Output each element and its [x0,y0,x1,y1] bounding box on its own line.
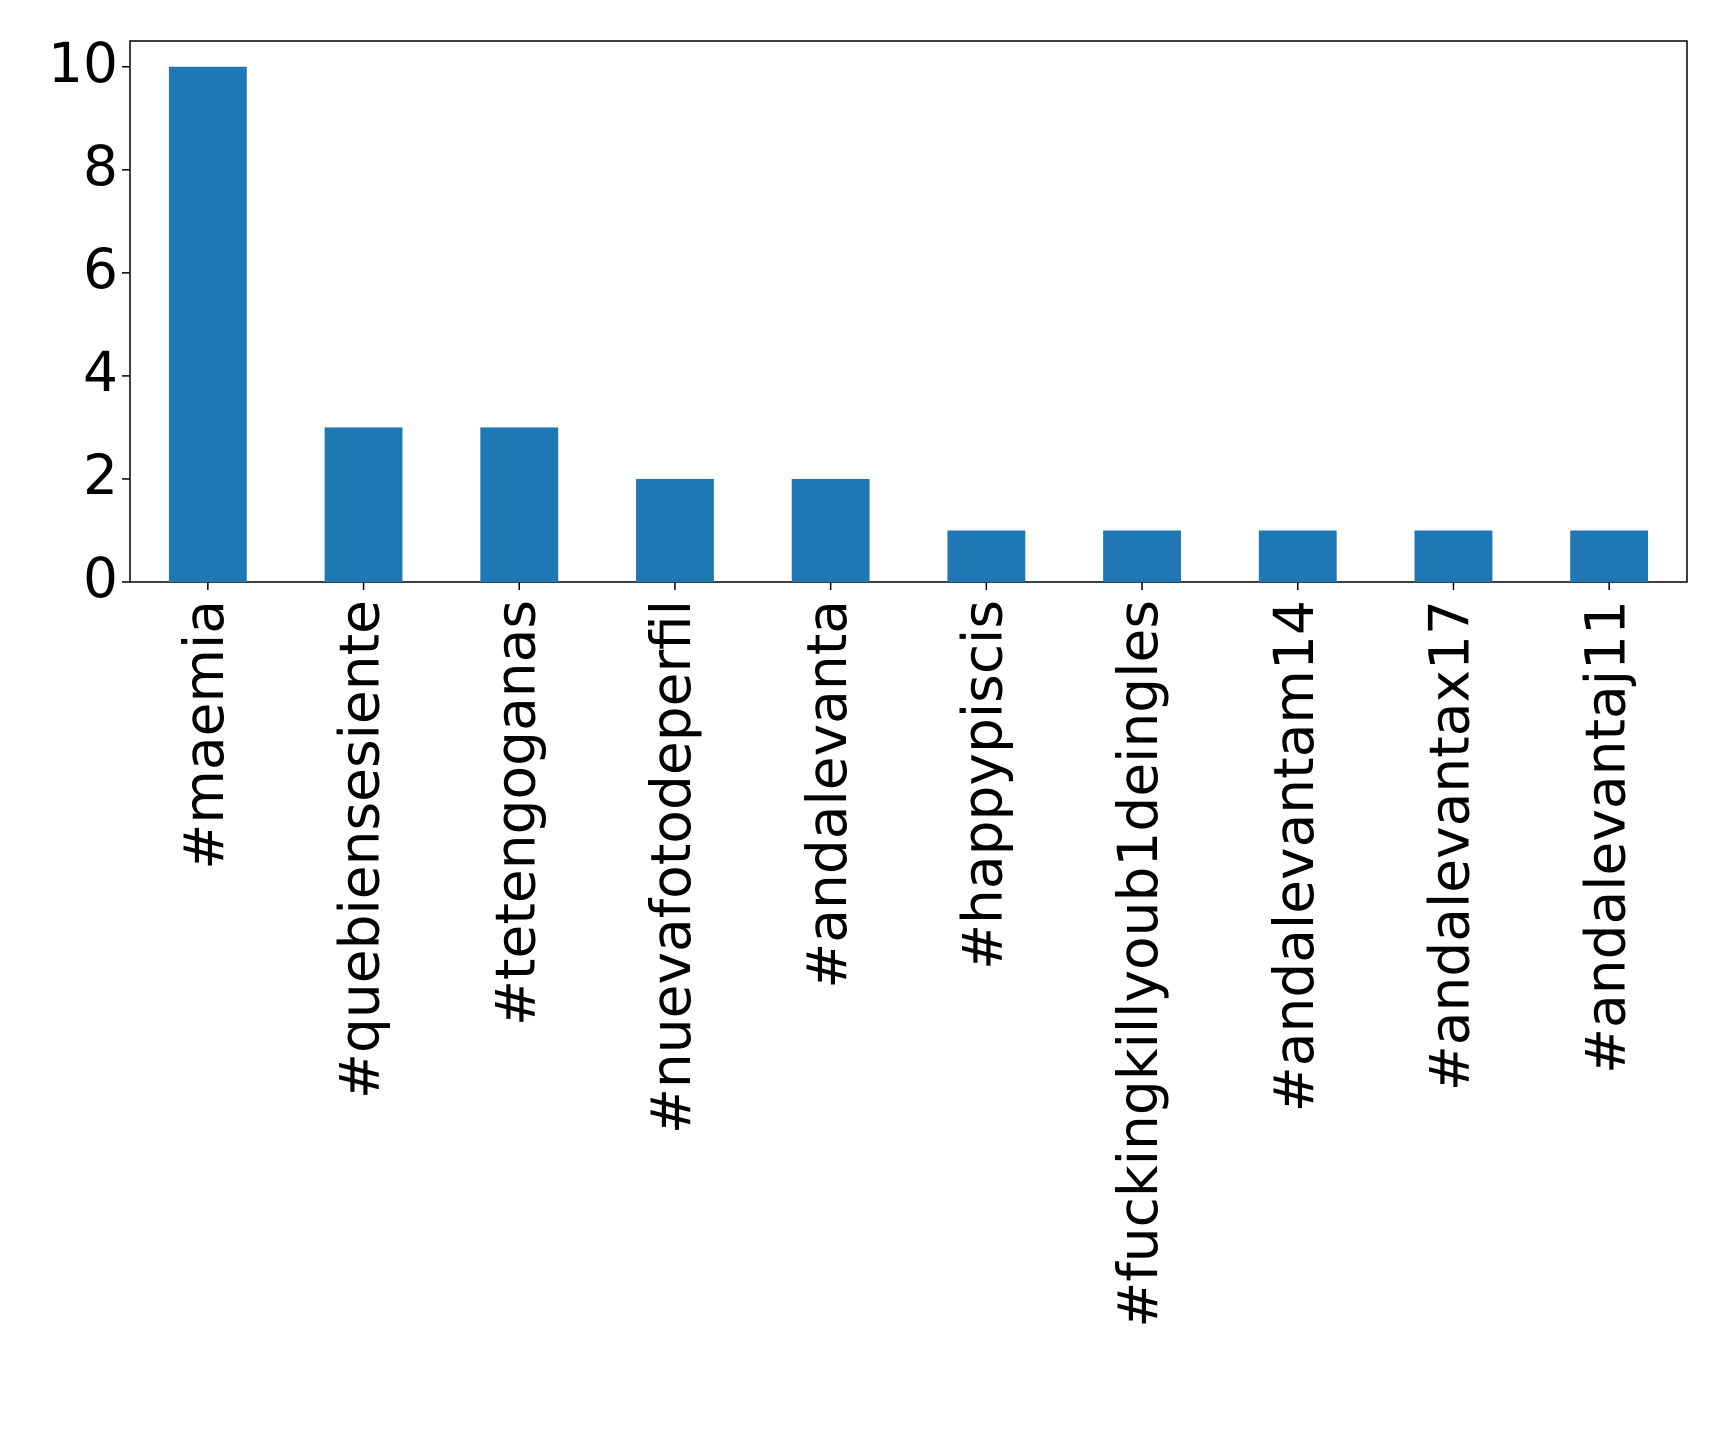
y-tick-label: 10 [48,31,118,95]
bar [480,427,559,582]
bar [324,427,403,582]
x-tick-label: #andalevanta [795,600,859,989]
y-tick-label: 8 [83,134,118,198]
bar [1414,530,1493,582]
x-tick-label: #quebiensesiente [328,600,392,1099]
bar [1570,530,1649,582]
y-tick-label: 0 [83,546,118,610]
bar [636,478,714,582]
x-tick-label: #andalevantax17 [1418,600,1482,1091]
x-tick-label: #maemia [172,600,236,870]
y-tick-label: 2 [83,443,118,507]
bar [1103,530,1181,582]
bar [168,66,247,582]
bar [947,530,1026,582]
x-tick-label: #tetengoganas [483,600,547,1026]
plot-frame [129,40,1688,583]
bar [1258,530,1337,582]
x-tick-label: #andalevantaj11 [1573,600,1637,1074]
bar [791,478,870,582]
x-tick-label: #fuckingkillyoub1deingles [1106,600,1170,1328]
x-tick-label: #andalevantam14 [1262,600,1326,1112]
y-tick-label: 6 [83,237,118,301]
y-tick-label: 4 [83,340,118,404]
x-tick-label: #happypiscis [950,600,1014,970]
x-tick-label: #nuevafotodeperfil [639,600,703,1134]
